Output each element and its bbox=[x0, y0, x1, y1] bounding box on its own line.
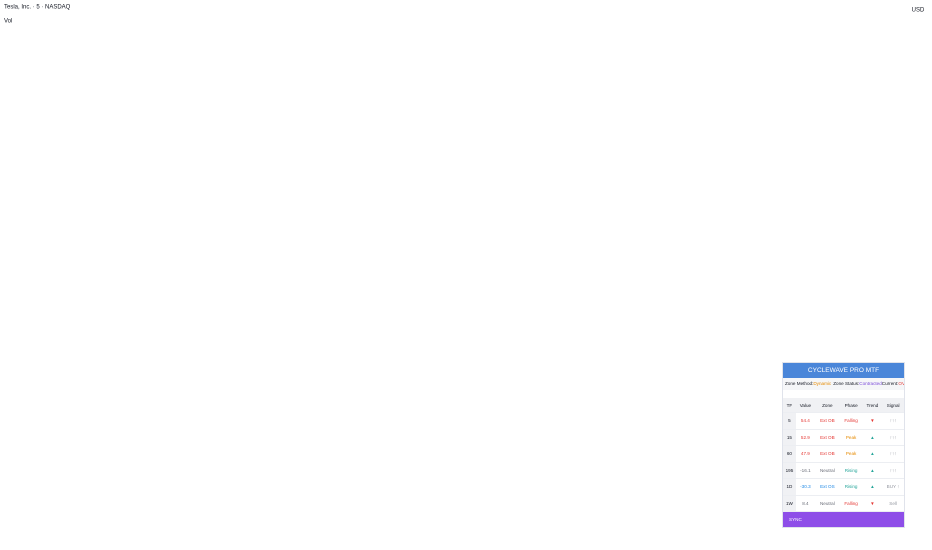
table-cell: Neutral bbox=[814, 495, 840, 512]
header-row: TF Value Zone Phase Trend Signal bbox=[783, 398, 904, 413]
table-cell: 15 bbox=[783, 429, 796, 446]
status-value: Dynamic bbox=[813, 381, 832, 386]
table-row: 195 -16.1 Neutral Rising ▲ ↑↑↑ bbox=[783, 462, 904, 479]
column-header: Trend bbox=[862, 398, 883, 413]
table-cell: Ext OB bbox=[814, 429, 840, 446]
table-cell: ▼ bbox=[862, 495, 883, 512]
table-cell: Peak bbox=[839, 445, 863, 463]
table-cell: ▲ bbox=[862, 478, 883, 496]
volume-label: Vol bbox=[4, 19, 12, 25]
table-cell: 8.4 bbox=[795, 495, 815, 512]
column-header: Signal bbox=[882, 398, 904, 413]
table-cell: 1W bbox=[783, 495, 796, 512]
table-title: CYCLEWAVE PRO MTF bbox=[783, 363, 904, 378]
mtf-table: CYCLEWAVE PRO MTF Zone Method:Dynamic Zone… bbox=[782, 362, 905, 528]
table-cell: ↑↑↑ bbox=[882, 462, 904, 479]
table-cell: Falling bbox=[839, 495, 863, 512]
table-cell: ▼ bbox=[862, 412, 883, 430]
table-cell: 195 bbox=[783, 462, 796, 479]
table-row: 1W 8.4 Neutral Falling ▼ Sell bbox=[783, 495, 904, 512]
status-key: Zone Status: bbox=[833, 381, 860, 386]
currency: USD bbox=[912, 8, 925, 14]
table-cell: 52.9 bbox=[795, 429, 815, 446]
table-cell: ↑↑↑ bbox=[882, 429, 904, 446]
table-cell: 47.9 bbox=[795, 445, 815, 463]
table-cell: -30.3 bbox=[795, 478, 815, 496]
status-key: Zone Method: bbox=[785, 381, 814, 386]
table-status: Zone Method:Dynamic Zone Status:Contracte… bbox=[783, 378, 904, 390]
sync-cell: SYNC bbox=[783, 511, 904, 527]
table-cell: Peak bbox=[839, 429, 863, 446]
table-cell: BUY ↑ bbox=[882, 478, 904, 496]
table-cell: Sell bbox=[882, 495, 904, 512]
column-header: Phase bbox=[839, 398, 863, 413]
table-cell: 1D bbox=[783, 478, 796, 496]
table-cell: 54.4 bbox=[795, 412, 815, 430]
table-cell: ↑↑↑ bbox=[882, 445, 904, 463]
table-cell: Falling bbox=[839, 412, 863, 430]
table-cell: ▲ bbox=[862, 445, 883, 463]
table-cell: Ext OB bbox=[814, 445, 840, 463]
table-cell: 60 bbox=[783, 445, 796, 463]
table-cell: Rising bbox=[839, 462, 863, 479]
table-row: 15 52.9 Ext OB Peak ▲ ↑↑↑ bbox=[783, 429, 904, 446]
table-row: 1D -30.3 Ext OS Rising ▲ BUY ↑ bbox=[783, 478, 904, 496]
column-header: TF bbox=[783, 398, 796, 413]
column-header: Value bbox=[795, 398, 815, 413]
table-cell: 5 bbox=[783, 412, 796, 430]
symbol-title: Tesla, Inc. · 5 · NASDAQ bbox=[4, 5, 71, 11]
table-cell: -16.1 bbox=[795, 462, 815, 479]
column-header: Zone bbox=[814, 398, 840, 413]
status-value: Contracted bbox=[859, 381, 882, 386]
table-cell: ▲ bbox=[862, 429, 883, 446]
status-value: OVERBOUGHT : 54.4 bbox=[898, 381, 905, 386]
table-cell: Ext OB bbox=[814, 412, 840, 430]
table-grid: TF Value Zone Phase Trend Signal 5 54.4 Ext OB Fa… bbox=[783, 398, 904, 527]
sync-row: SYNC bbox=[783, 511, 904, 527]
table-row: 60 47.9 Ext OB Peak ▲ ↑↑↑ bbox=[783, 445, 904, 463]
status-key: Current: bbox=[881, 381, 899, 386]
table-cell: Neutral bbox=[814, 462, 840, 479]
table-cell: ▲ bbox=[862, 462, 883, 479]
table-cell: ↑↑↑ bbox=[882, 412, 904, 430]
table-cell: Ext OS bbox=[814, 478, 840, 496]
table-cell: Rising bbox=[839, 478, 863, 496]
table-row: 5 54.4 Ext OB Falling ▼ ↑↑↑ bbox=[783, 412, 904, 430]
